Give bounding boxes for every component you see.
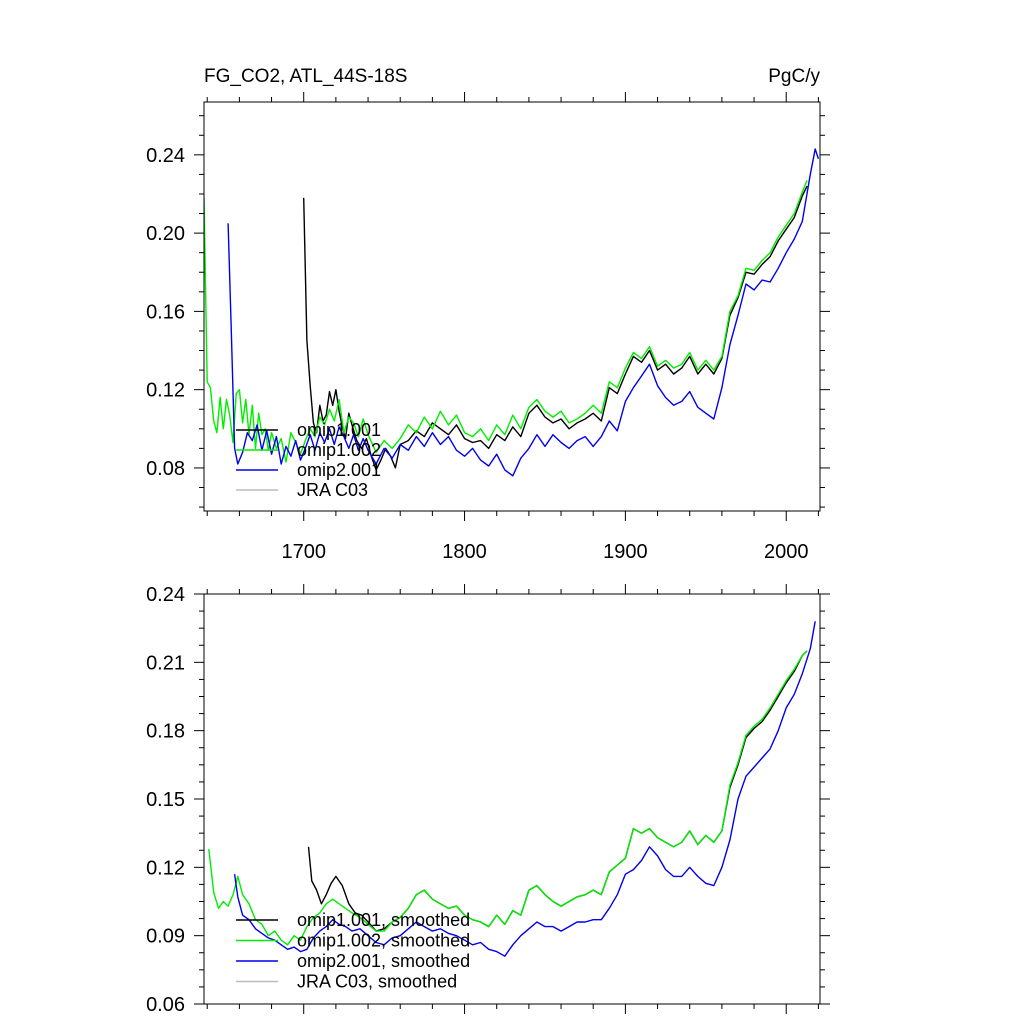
top-y-tick-label: 0.16 <box>146 301 185 323</box>
bottom-y-tick-label: 0.09 <box>146 926 185 948</box>
bottom-panel-series <box>208 621 816 957</box>
top-legend-label-3: JRA C03 <box>297 480 368 500</box>
bottom-legend-label-1: omip1.002, smoothed <box>297 931 470 951</box>
bottom-y-tick-label: 0.21 <box>146 652 185 674</box>
bottom-series-line-1 <box>208 650 808 946</box>
bottom-legend-label-3: JRA C03, smoothed <box>297 972 457 992</box>
top-panel-series <box>204 148 820 477</box>
bottom-y-tick-label: 0.15 <box>146 789 185 811</box>
top-panel-ticks: 1700 1800 1900 2000 0.08 0.12 0.16 0.20 0.24 <box>146 92 830 563</box>
top-panel-title: FG_CO2, ATL_44S-18S <box>204 66 407 87</box>
bottom-y-tick-label: 0.06 <box>146 994 185 1016</box>
bottom-y-tick-label: 0.24 <box>146 584 185 606</box>
top-legend-label-2: omip2.001 <box>297 460 381 480</box>
top-y-tick-label: 0.12 <box>146 380 185 402</box>
top-y-tick-label: 0.20 <box>146 223 185 245</box>
top-legend-label-1: omip1.002 <box>297 440 381 460</box>
top-y-tick-label: 0.08 <box>146 458 185 480</box>
top-x-tick-label: 2000 <box>764 541 809 563</box>
top-x-tick-label: 1900 <box>603 541 648 563</box>
top-y-tick-label: 0.24 <box>146 145 185 167</box>
top-series-line-0 <box>303 185 808 471</box>
top-panel: FG_CO2, ATL_44S-18S PgC/y 1700 1800 1900 20… <box>146 66 830 563</box>
top-series-line-1 <box>204 180 808 463</box>
bottom-panel-ticks: 0.06 0.09 0.12 0.15 0.18 0.21 0.24 <box>146 584 830 1016</box>
bottom-series-line-2 <box>233 621 816 957</box>
bottom-series-line-0 <box>307 650 808 932</box>
top-panel-frame <box>203 101 821 512</box>
top-series-line-2 <box>227 148 820 477</box>
bottom-panel-frame <box>203 593 821 1005</box>
bottom-y-tick-label: 0.12 <box>146 857 185 879</box>
top-x-tick-label: 1800 <box>442 541 487 563</box>
top-legend-label-0: omip1.001 <box>297 420 381 440</box>
bottom-legend-label-0: omip1.001, smoothed <box>297 910 470 930</box>
bottom-legend-label-2: omip2.001, smoothed <box>297 951 470 971</box>
top-x-tick-label: 1700 <box>281 541 326 563</box>
top-panel-units: PgC/y <box>768 66 820 87</box>
bottom-y-tick-label: 0.18 <box>146 721 185 743</box>
bottom-panel: 0.06 0.09 0.12 0.15 0.18 0.21 0.24 omip1.001, … <box>146 584 830 1016</box>
